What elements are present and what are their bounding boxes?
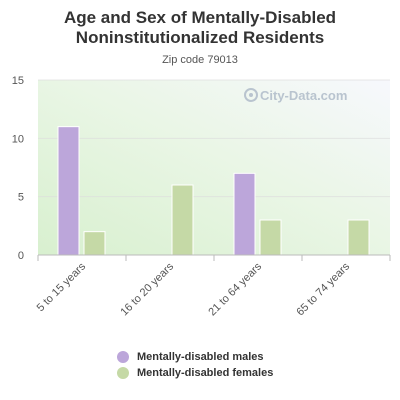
plot-area: [38, 80, 390, 255]
bar-females[interactable]: [83, 231, 106, 256]
x-tick-label: 21 to 64 years: [206, 260, 264, 318]
legend-swatch-females: [117, 367, 129, 379]
bar-males[interactable]: [57, 126, 80, 256]
legend-label-males: Mentally-disabled males: [137, 351, 264, 363]
bar-females[interactable]: [259, 219, 282, 256]
watermark: City-Data.com: [244, 88, 347, 103]
chart-title-line1: Age and Sex of Mentally-Disabled: [63, 8, 337, 27]
legend-item-males: Mentally-disabled males: [117, 349, 273, 365]
y-tick-label: 10: [12, 133, 24, 145]
bar-males[interactable]: [233, 172, 256, 256]
bar-females[interactable]: [171, 184, 194, 256]
chart-subtitle: Zip code 79013: [162, 54, 238, 66]
legend-item-females: Mentally-disabled females: [117, 365, 273, 381]
bar-females[interactable]: [347, 219, 370, 256]
legend-swatch-males: [117, 351, 129, 363]
y-tick-label: 15: [12, 75, 24, 87]
chart-title: Age and Sex of Mentally-Disabled Noninst…: [0, 8, 400, 48]
watermark-icon: [244, 88, 258, 102]
watermark-text: City-Data.com: [260, 88, 347, 103]
x-tick-label: 16 to 20 years: [118, 260, 176, 318]
x-tick-label: 65 to 74 years: [294, 260, 352, 318]
chart-title-line2: Noninstitutionalized Residents: [75, 28, 325, 47]
chart-legend: Mentally-disabled males Mentally-disable…: [117, 349, 273, 381]
x-tick-label: 5 to 15 years: [35, 260, 89, 314]
legend-label-females: Mentally-disabled females: [137, 367, 274, 379]
y-tick-label: 0: [18, 250, 24, 262]
y-tick-label: 5: [18, 192, 24, 204]
